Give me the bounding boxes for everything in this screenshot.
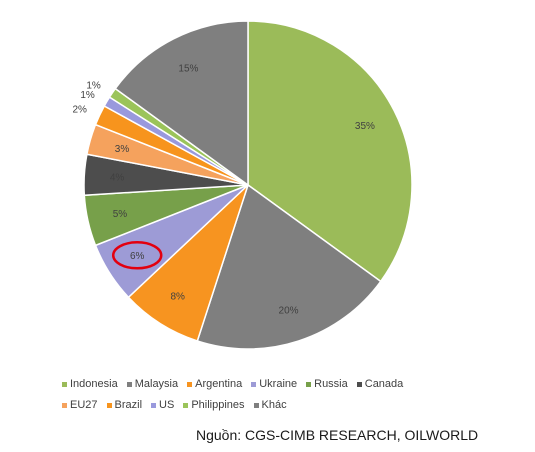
legend-swatch: [187, 382, 193, 387]
pie-label-philippines: 1%: [86, 80, 101, 91]
pie-label-brazil: 2%: [72, 105, 87, 116]
legend-swatch: [253, 403, 259, 408]
legend-label: EU27: [70, 399, 98, 411]
legend-label: Khác: [261, 399, 287, 411]
legend-item-khac: Khác: [253, 395, 287, 416]
legend-swatch: [126, 382, 132, 387]
legend-label: Ukraine: [259, 378, 298, 390]
legend-label: Malaysia: [134, 378, 179, 390]
legend-item-philippines: Philippines: [183, 395, 245, 416]
legend-item-canada: Canada: [356, 374, 404, 395]
legend-item-ukraine: Ukraine: [251, 374, 297, 395]
legend-row-2: EU27 Brazil US Philippines Khác: [62, 395, 482, 416]
legend-swatch: [306, 382, 312, 387]
legend-swatch: [183, 403, 189, 408]
legend-label: Russia: [314, 378, 348, 390]
legend-swatch: [356, 382, 362, 387]
legend-swatch: [251, 382, 257, 387]
legend-label: Brazil: [114, 399, 143, 411]
legend-item-indonesia: Indonesia: [62, 374, 118, 395]
legend-label: Argentina: [195, 378, 243, 390]
legend-item-argentina: Argentina: [187, 374, 242, 395]
pie-label-us: 1%: [80, 90, 95, 101]
legend-item-malaysia: Malaysia: [126, 374, 179, 395]
pie-label-canada: 4%: [110, 172, 125, 183]
legend-swatch: [62, 403, 67, 408]
pie-chart: 35% 20% 8% 6% 5% 4% 3% 2% 1%1% 15%: [72, 20, 413, 350]
legend-swatch: [151, 403, 157, 408]
pie-labels: 35% 20% 8% 6% 5% 4% 3% 2% 1%1% 15%: [72, 64, 375, 317]
legend-item-russia: Russia: [306, 374, 348, 395]
pie-slice-indonesia: [247, 20, 413, 283]
legend-label: Philippines: [191, 399, 245, 411]
legend-item-eu27: EU27: [62, 395, 98, 416]
pie-slices: [83, 20, 413, 350]
highlight-circle: [111, 241, 163, 270]
legend-row-1: Indonesia Malaysia Argentina Ukraine Rus…: [62, 374, 482, 395]
pie-slice-kh-c: [114, 20, 249, 187]
pie-slice-malaysia: [196, 183, 382, 350]
pie-label-malaysia: 20%: [279, 305, 299, 316]
legend-label: US: [159, 399, 175, 411]
legend-label: Indonesia: [70, 378, 118, 390]
pie-label-russia: 5%: [113, 209, 128, 220]
legend-swatch: [62, 382, 67, 387]
pie-label-indonesia: 35%: [355, 121, 375, 132]
legend-label: Canada: [364, 378, 404, 390]
pie-label-argentina: 8%: [170, 291, 185, 302]
pie-label-kh-c: 15%: [178, 64, 198, 75]
legend-swatch: [106, 403, 112, 408]
legend: Indonesia Malaysia Argentina Ukraine Rus…: [62, 374, 482, 416]
pie-label-eu27: 3%: [115, 144, 130, 155]
legend-item-us: US: [151, 395, 174, 416]
legend-item-brazil: Brazil: [106, 395, 143, 416]
pie-label-ukraine: 6%: [130, 251, 145, 262]
source-note: Nguồn: CGS-CIMB RESEARCH, OILWORLD: [196, 427, 479, 443]
